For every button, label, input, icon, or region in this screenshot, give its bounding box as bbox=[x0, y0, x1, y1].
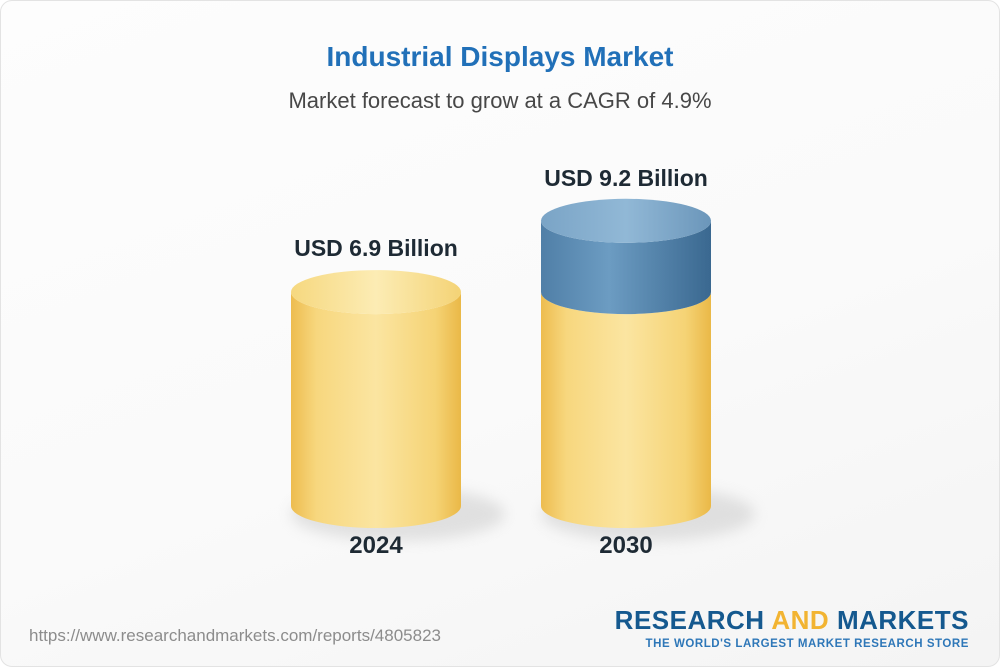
cylinder-2030-top-face bbox=[541, 198, 711, 243]
report-url-link[interactable]: https://www.researchandmarkets.com/repor… bbox=[29, 626, 441, 645]
logo-wordmark: RESEARCH AND MARKETS bbox=[615, 606, 969, 635]
logo-word-research: RESEARCH bbox=[614, 605, 765, 636]
page-title: Industrial Displays Market bbox=[326, 41, 674, 72]
cylinder-2024-gold-segment bbox=[291, 292, 461, 528]
cylinder-2030-gold-segment bbox=[541, 292, 711, 528]
cylinders-group bbox=[291, 198, 755, 541]
category-label-2030: 2030 bbox=[599, 532, 653, 559]
value-label-2030: USD 9.2 Billion bbox=[544, 165, 708, 191]
logo-word-and: AND bbox=[771, 605, 830, 636]
cylinder-2030-blue-segment bbox=[541, 220, 711, 315]
page-subtitle: Market forecast to grow at a CAGR of 4.9… bbox=[288, 88, 712, 113]
research-and-markets-logo: RESEARCH AND MARKETS THE WORLD'S LARGEST… bbox=[615, 606, 969, 650]
logo-word-markets: MARKETS bbox=[836, 605, 969, 636]
market-size-chart bbox=[291, 198, 755, 541]
category-label-2024: 2024 bbox=[349, 532, 403, 559]
logo-tagline: THE WORLD'S LARGEST MARKET RESEARCH STOR… bbox=[645, 638, 969, 650]
value-label-2024: USD 6.9 Billion bbox=[294, 235, 458, 261]
cylinder-2024-top-face bbox=[291, 270, 461, 315]
